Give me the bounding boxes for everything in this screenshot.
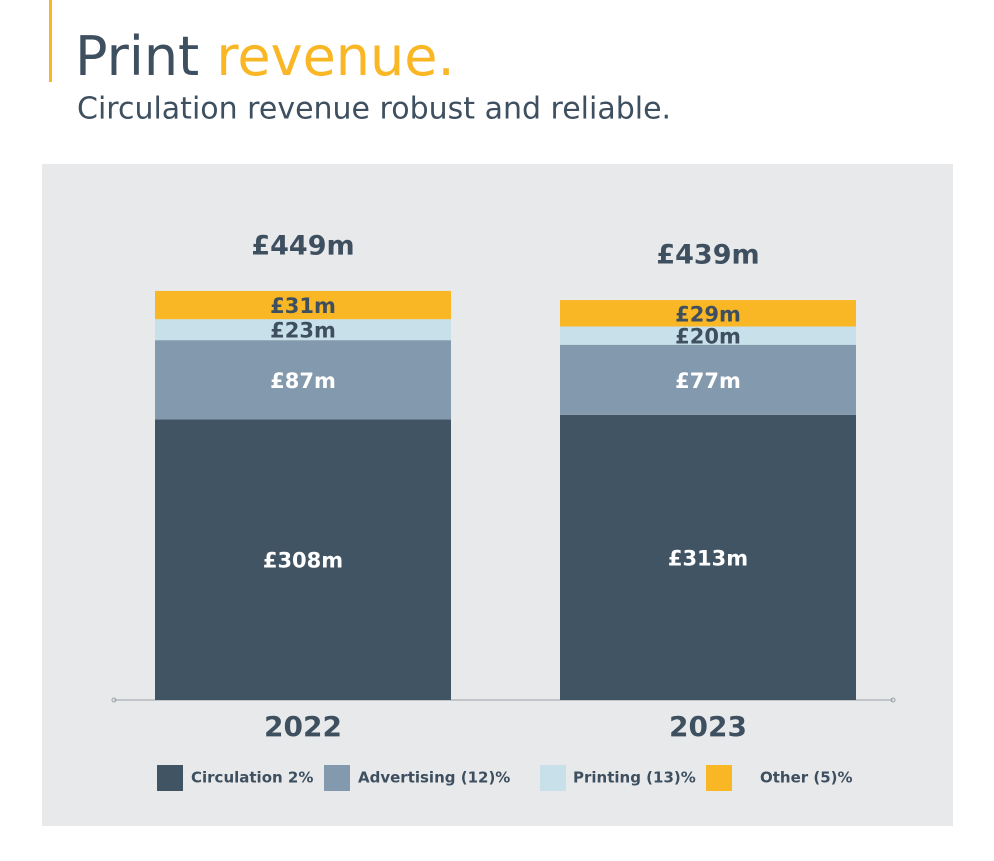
legend-label: Other (5)% (760, 769, 853, 787)
legend-swatch (157, 765, 183, 791)
legend-swatch (324, 765, 350, 791)
legend-swatch (706, 765, 732, 791)
chart-title: Print revenue. (75, 25, 455, 88)
title-highlight: revenue. (216, 25, 454, 88)
bar-segment (560, 300, 856, 327)
accent-bar (49, 0, 52, 82)
bar-segment (560, 414, 856, 700)
value-label: £87m (270, 369, 336, 393)
bar-segment (560, 344, 856, 415)
baseline-end (111, 697, 117, 703)
legend-label: Circulation 2% (191, 769, 313, 787)
legend-label: Advertising (12)% (358, 769, 510, 787)
x-tick-label: 2022 (264, 710, 342, 743)
baseline-end (890, 697, 896, 703)
bar-segment (155, 419, 451, 700)
legend-label: Printing (13)% (573, 769, 696, 787)
value-label: £20m (675, 325, 741, 349)
total-label: £449m (251, 230, 354, 261)
bar-segment (155, 319, 451, 341)
x-tick-label: 2023 (669, 710, 747, 743)
value-label: £313m (668, 546, 748, 570)
value-label: £31m (270, 294, 336, 318)
bar-segment (560, 326, 856, 345)
bar-segment (155, 340, 451, 420)
value-label: £29m (675, 302, 741, 326)
total-label: £439m (656, 240, 759, 271)
value-label: £23m (270, 319, 336, 343)
title-main: Print (75, 25, 199, 88)
value-label: £308m (263, 549, 343, 573)
legend-swatch (540, 765, 566, 791)
bar-segment (155, 290, 451, 320)
value-label: £77m (675, 369, 741, 393)
chart-subtitle: Circulation revenue robust and reliable. (77, 92, 671, 127)
